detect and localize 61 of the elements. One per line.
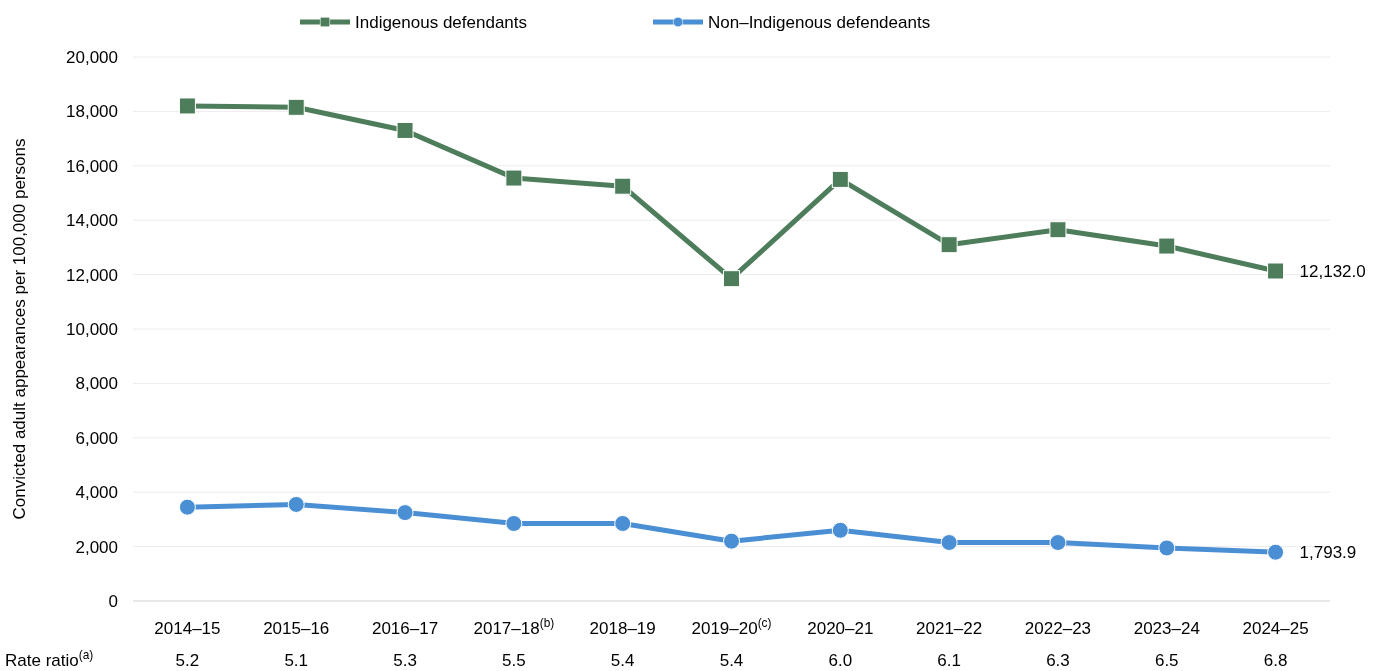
point <box>505 169 523 187</box>
legend-label: Indigenous defendants <box>355 13 528 32</box>
text: 6.3 <box>1046 651 1070 670</box>
y-tick-label: 8,000 <box>75 374 118 394</box>
y-tick-label: 6,000 <box>75 428 118 448</box>
x-tick-label: 2021–22 <box>916 619 983 638</box>
point <box>614 514 632 532</box>
text: 5.2 <box>175 651 200 670</box>
x-tick-label: 2023–24 <box>1133 619 1200 638</box>
text: 5.3 <box>393 651 417 670</box>
point <box>723 532 740 550</box>
point <box>1267 543 1285 561</box>
y-tick-label: 12,000 <box>66 265 118 285</box>
point <box>940 236 958 254</box>
text: 5.4 <box>719 651 744 670</box>
point <box>178 498 196 516</box>
point <box>178 97 196 115</box>
y-tick-label: 0 <box>108 592 118 611</box>
point <box>287 98 305 116</box>
point <box>614 177 632 195</box>
point <box>396 504 414 522</box>
x-tick-label: 2018–19 <box>589 619 656 638</box>
y-tick-label: 18,000 <box>66 102 118 122</box>
legend-label: Non–Indigenous defendeants <box>708 13 931 32</box>
text: 6.5 <box>1154 651 1179 670</box>
y-tick-label: 20,000 <box>66 48 118 67</box>
x-tick-label: 2019–20$^{(c)}$ <box>691 616 772 638</box>
point <box>940 534 958 552</box>
point <box>1158 539 1176 557</box>
x-tick-label: 2020–21 <box>807 619 874 638</box>
point <box>831 521 849 539</box>
point <box>1158 237 1176 255</box>
point <box>831 170 849 188</box>
y-tick-label: 16,000 <box>66 156 118 176</box>
point <box>1267 262 1285 280</box>
point <box>1049 221 1067 239</box>
x-tick-label: 2014–15 <box>154 619 221 638</box>
text: Rate ratio$^{(a)}$ <box>5 648 94 670</box>
x-tick-label: 2016–17 <box>371 619 439 638</box>
y-tick-label: 2,000 <box>75 537 118 557</box>
y-tick-label: 14,000 <box>66 211 118 231</box>
data-label: 1,793.9 <box>1299 543 1357 563</box>
y-tick-label: 10,000 <box>66 320 118 339</box>
y-tick-label: 4,000 <box>75 483 118 503</box>
y-axis-title: Convicted adult appearances per 100,000 persons <box>10 138 29 520</box>
point <box>287 495 305 513</box>
point <box>505 514 523 532</box>
text: 6.0 <box>828 651 853 670</box>
x-tick-label: 2017–18$^{(b)}$ <box>473 616 555 638</box>
point <box>723 270 740 288</box>
text: 5.1 <box>284 651 309 670</box>
text: 6.1 <box>937 651 961 670</box>
x-tick-label: 2024–25 <box>1242 619 1309 638</box>
point <box>396 121 414 139</box>
text: 5.4 <box>610 651 635 670</box>
point <box>1049 534 1067 552</box>
text: 5.5 <box>502 651 526 670</box>
text: 6.8 <box>1263 651 1288 670</box>
data-label: 12,132.0 <box>1299 262 1366 282</box>
x-tick-label: 2015–16 <box>263 619 330 638</box>
x-tick-label: 2022–23 <box>1024 619 1092 638</box>
